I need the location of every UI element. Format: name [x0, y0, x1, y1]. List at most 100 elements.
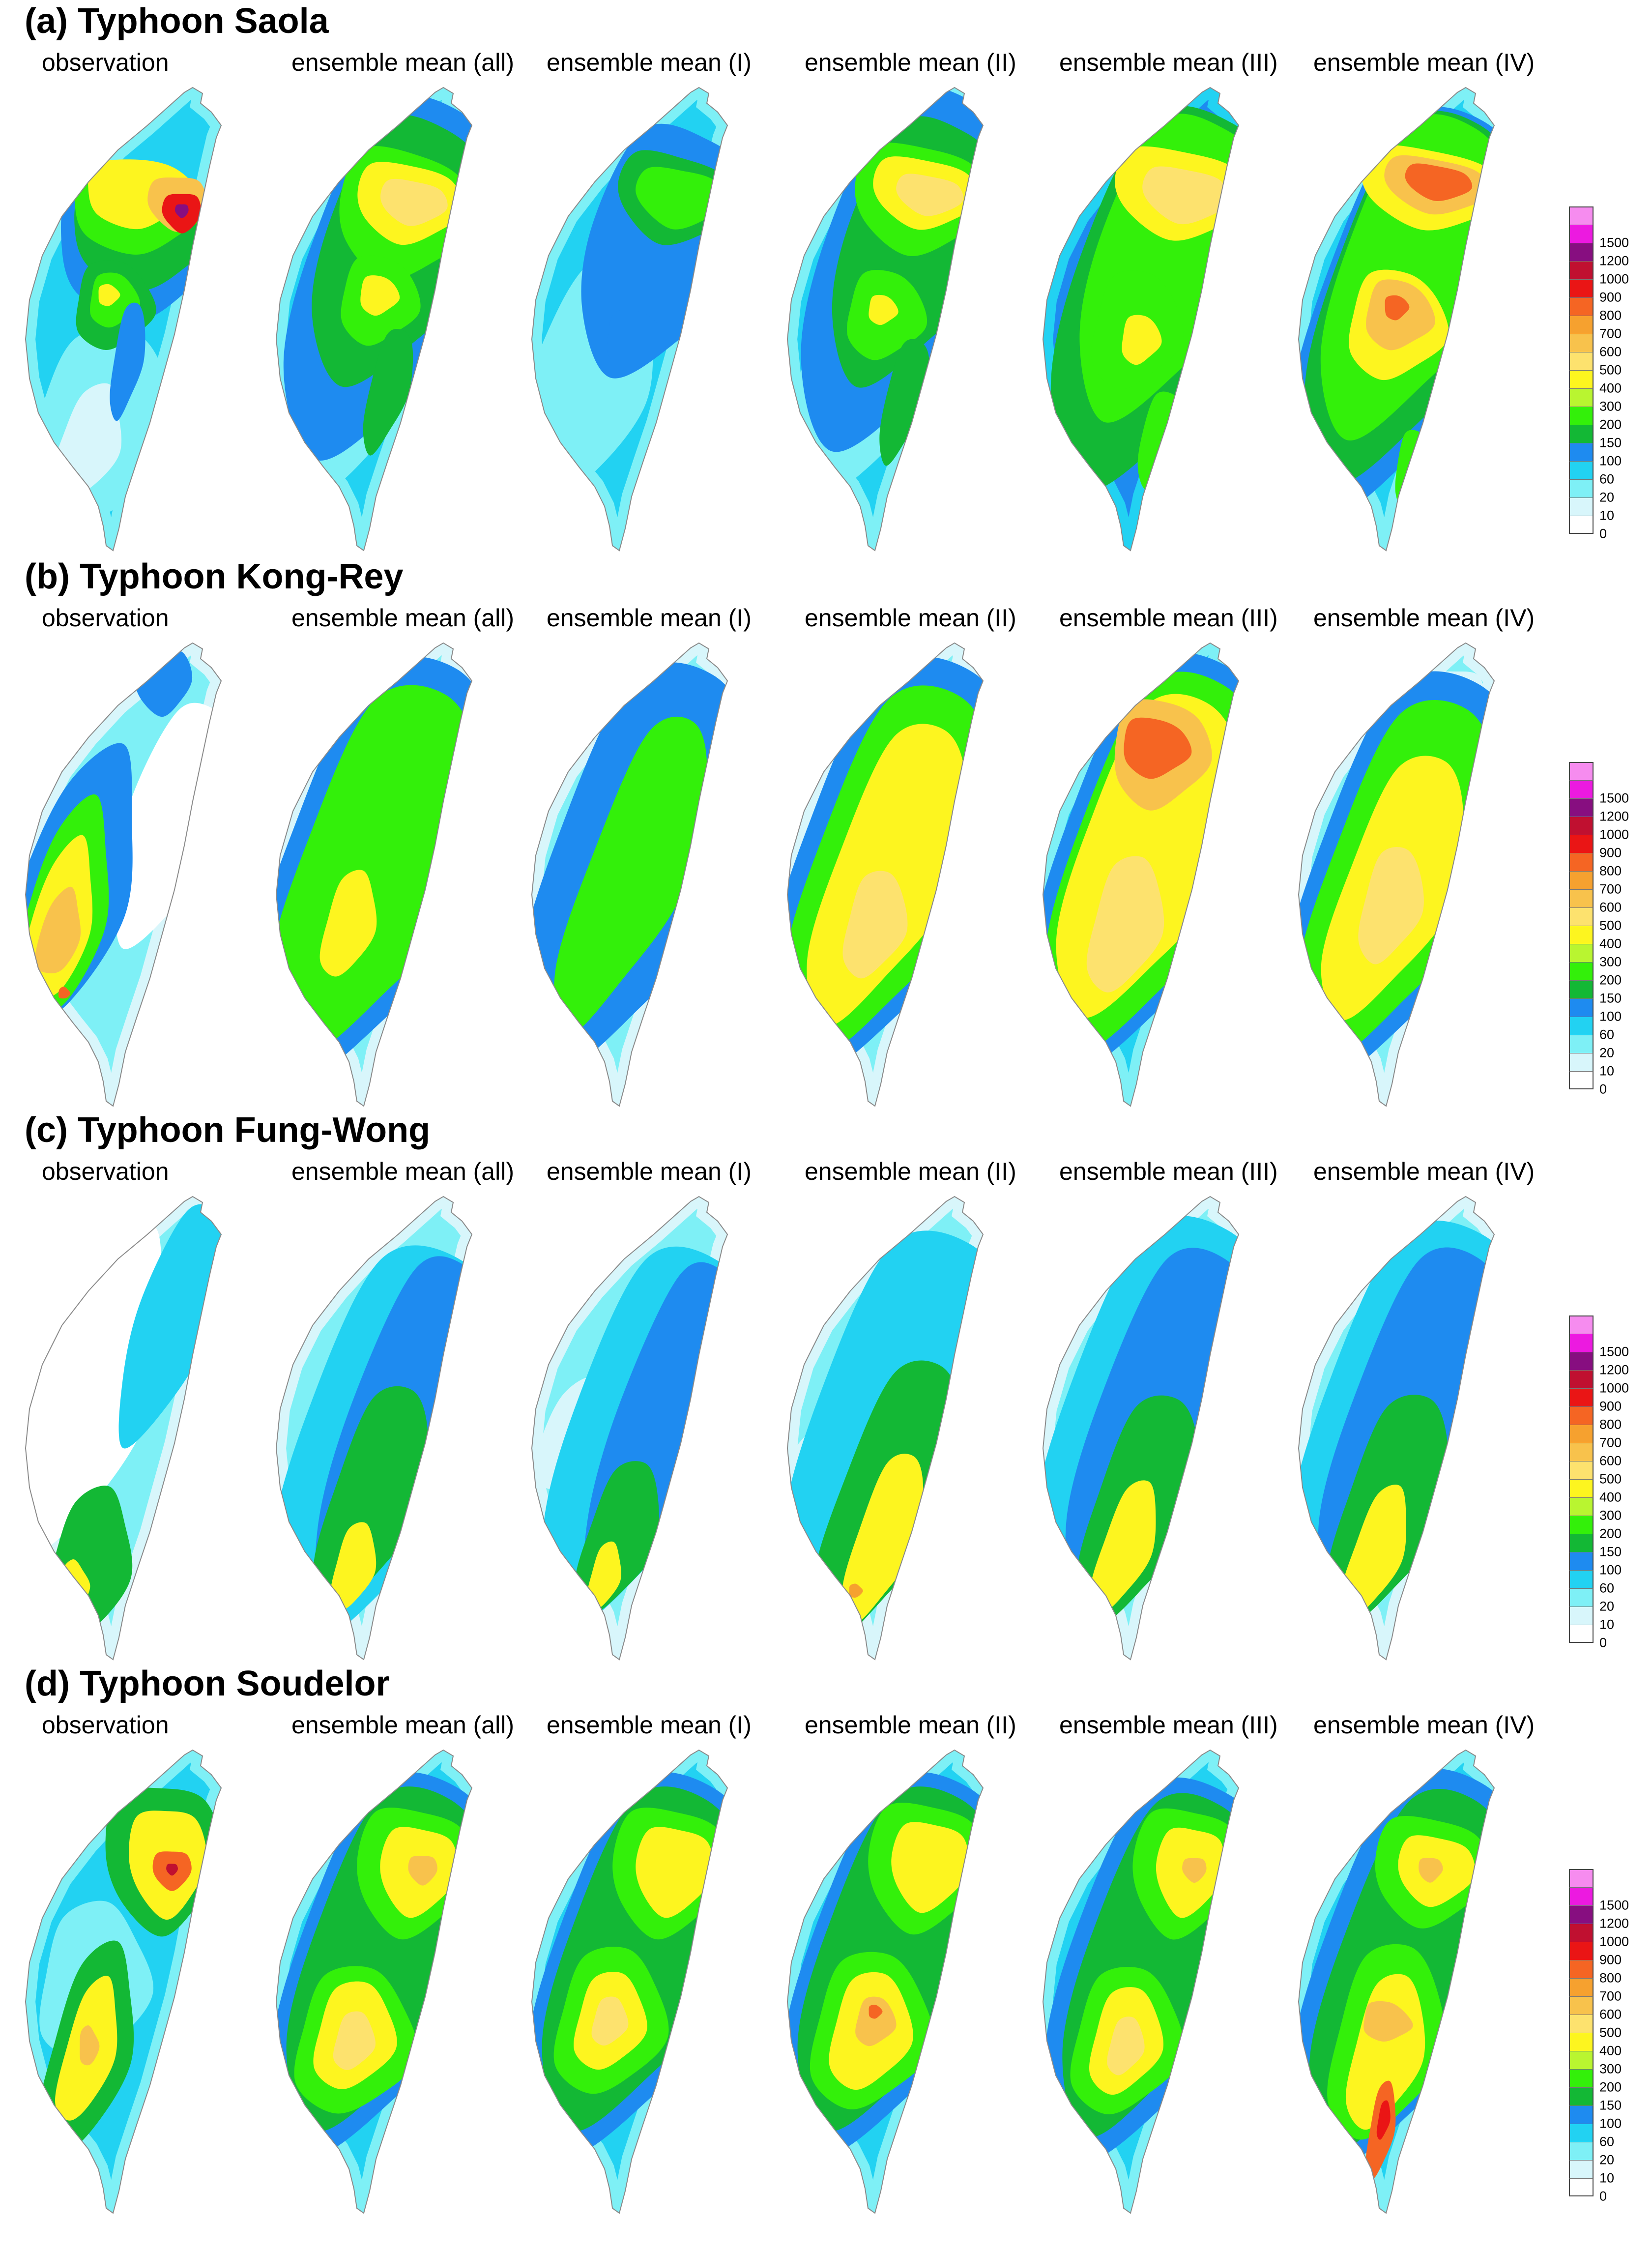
- colorbar-swatch: [1569, 1406, 1594, 1425]
- colorbar-label: 100: [1599, 453, 1622, 468]
- panel-title: (d) Typhoon Soudelor: [25, 1664, 390, 1703]
- rain-contour: [62, 1583, 77, 1598]
- rain-contour: [1142, 166, 1229, 225]
- rainfall-map: [1042, 87, 1240, 552]
- colorbar-label: 1000: [1599, 1934, 1629, 1949]
- rainfall-map: [531, 1749, 728, 2214]
- coastline: [275, 1749, 473, 2214]
- colorbar-swatch: [1569, 1516, 1594, 1534]
- rain-contour: [636, 1827, 714, 1918]
- colorbar-swatch: [1569, 780, 1594, 798]
- column-label: ensemble mean (II): [805, 604, 1016, 632]
- panel-a: (a) Typhoon Saola observation ensemble mea…: [0, 0, 1652, 555]
- coastline: [1042, 1196, 1240, 1661]
- colorbar-swatch: [1569, 1334, 1594, 1352]
- colorbar-label: 700: [1599, 1988, 1622, 2004]
- rain-contour: [380, 178, 448, 226]
- coastline: [786, 1196, 984, 1661]
- column-label: ensemble mean (I): [547, 1711, 752, 1739]
- rain-contour: [1086, 856, 1164, 993]
- column-label: ensemble mean (all): [291, 604, 514, 632]
- column-label: ensemble mean (IV): [1313, 1158, 1535, 1185]
- column-label: ensemble mean (II): [805, 1711, 1016, 1739]
- colorbar-swatch: [1569, 1869, 1594, 1887]
- rainfall-map: [1042, 642, 1240, 1107]
- colorbar-swatch: [1569, 944, 1594, 962]
- colorbar-label: 1000: [1599, 1380, 1629, 1396]
- rain-contour: [333, 2011, 376, 2070]
- column-label: ensemble mean (IV): [1313, 1711, 1535, 1739]
- colorbar-swatch: [1569, 1315, 1594, 1334]
- colorbar-swatch: [1569, 1887, 1594, 1905]
- colorbar-label: 0: [1599, 1081, 1607, 1097]
- colorbar-swatch: [1569, 334, 1594, 352]
- colorbar-label: 10: [1599, 1617, 1615, 1632]
- column-label: observation: [42, 1711, 169, 1739]
- colorbar-label: 1500: [1599, 1344, 1629, 1359]
- rain-contour: [869, 2005, 883, 2019]
- coastline: [275, 642, 473, 1107]
- rain-contour: [1090, 1480, 1156, 1613]
- colorbar-label: 20: [1599, 1045, 1615, 1060]
- colorbar-swatch: [1569, 817, 1594, 835]
- colorbar-label: 60: [1599, 1580, 1615, 1596]
- rainfall-map: [531, 642, 728, 1107]
- colorbar-label: 500: [1599, 362, 1622, 378]
- coastline: [1042, 642, 1240, 1107]
- colorbar-label: 20: [1599, 2152, 1615, 2167]
- rain-contour: [58, 986, 71, 999]
- rain-contour: [26, 1223, 161, 1558]
- colorbar-label: 800: [1599, 308, 1622, 323]
- rain-contour: [1385, 295, 1410, 321]
- colorbar-label: 800: [1599, 1417, 1622, 1432]
- colorbar-label: 1200: [1599, 253, 1629, 268]
- colorbar-label: 60: [1599, 2134, 1615, 2149]
- column-label: ensemble mean (III): [1059, 1711, 1278, 1739]
- column-label: ensemble mean (III): [1059, 1158, 1278, 1185]
- colorbar-swatch: [1569, 225, 1594, 243]
- colorbar-label: 900: [1599, 1399, 1622, 1414]
- rainfall-map: [275, 1196, 473, 1661]
- rain-contour: [1376, 2100, 1391, 2140]
- panel-title: (b) Typhoon Kong-Rey: [25, 557, 404, 596]
- colorbar-swatch: [1569, 2178, 1594, 2196]
- colorbar-swatch: [1569, 1035, 1594, 1053]
- rainfall-map: [531, 87, 728, 552]
- panel-title: (a) Typhoon Saola: [25, 1, 329, 41]
- panel-c: (c) Typhoon Fung-Wong observation ensemble…: [0, 1109, 1652, 1665]
- rain-contour: [363, 328, 413, 456]
- colorbar-label: 700: [1599, 881, 1622, 897]
- colorbar-swatch: [1569, 1461, 1594, 1479]
- colorbar-swatch: [1569, 1588, 1594, 1607]
- column-label: ensemble mean (III): [1059, 49, 1278, 76]
- colorbar-label: 200: [1599, 2079, 1622, 2095]
- colorbar-swatch: [1569, 388, 1594, 407]
- colorbar-label: 900: [1599, 290, 1622, 305]
- colorbar: 0 10 20 60 100 150 200 300 400 500 600 700 800 900 100…: [1569, 1869, 1648, 2203]
- coastline: [786, 87, 984, 552]
- colorbar-swatch: [1569, 853, 1594, 871]
- colorbar-label: 700: [1599, 1435, 1622, 1450]
- colorbar-label: 100: [1599, 1562, 1622, 1578]
- colorbar-swatch: [1569, 1388, 1594, 1406]
- rainfall-map: [1042, 1749, 1240, 2214]
- colorbar-label: 400: [1599, 2043, 1622, 2058]
- rain-contour: [842, 871, 908, 979]
- colorbar: 0 10 20 60 100 150 200 300 400 500 600 700 800 900 100…: [1569, 1315, 1648, 1650]
- colorbar-label: 300: [1599, 954, 1622, 969]
- rainfall-map: [531, 1196, 728, 1661]
- colorbar-label: 800: [1599, 1970, 1622, 1986]
- rainfall-map: [25, 87, 222, 552]
- rain-contour: [1182, 1858, 1207, 1883]
- colorbar-label: 800: [1599, 863, 1622, 878]
- rainfall-map: [1298, 642, 1495, 1107]
- rain-contour: [855, 1996, 897, 2046]
- colorbar-swatch: [1569, 1053, 1594, 1071]
- rain-contour: [607, 310, 666, 371]
- colorbar-label: 1500: [1599, 235, 1629, 250]
- colorbar-swatch: [1569, 1352, 1594, 1370]
- coastline: [25, 1196, 222, 1661]
- colorbar-label: 1200: [1599, 809, 1629, 824]
- colorbar-swatch: [1569, 370, 1594, 388]
- colorbar-label: 100: [1599, 1009, 1622, 1024]
